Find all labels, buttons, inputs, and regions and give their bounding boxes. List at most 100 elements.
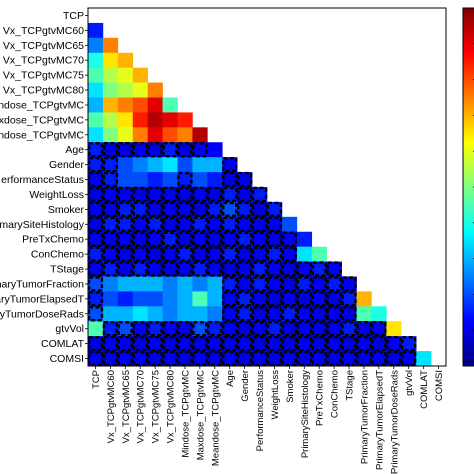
heatmap-cell [207,306,223,322]
heatmap-cell [147,157,163,173]
row-label: Vx_TCPgtvMC65 [3,40,84,52]
colorbar-segment [463,31,474,36]
colorbar-segment [463,100,474,104]
heatmap-cell [326,351,342,367]
heatmap-cell [237,336,253,352]
heatmap-cell [117,142,134,158]
colorbar-segment [463,204,474,209]
row-label: ndose_TCPgtvMC [0,99,84,111]
heatmap-cell [177,291,193,307]
heatmap-cell [102,216,119,233]
colorbar-segment [463,258,474,262]
colorbar [462,7,474,367]
colorbar-segment [463,70,474,75]
row-label: Age [65,144,84,156]
heatmap-cell [132,172,148,188]
colorbar-segment [463,324,474,328]
heatmap-cell [267,291,283,307]
heatmap-cell [88,321,104,337]
colorbar-segment [463,318,474,322]
heatmap-cell [192,172,208,188]
colorbar-segment [463,348,474,352]
heatmap-cell [192,187,208,203]
heatmap-cell [207,276,223,292]
heatmap-cell [267,351,283,367]
heatmap-cell [88,52,104,68]
heatmap-cell [281,336,298,352]
heatmap-cell [192,321,208,337]
heatmap-cell [102,157,119,173]
heatmap-cell [147,112,163,128]
colorbar-segment [463,300,474,304]
heatmap-cell [147,142,163,158]
colorbar-segment [463,225,474,230]
heatmap-cell [192,351,208,367]
colorbar-segment [463,58,474,63]
heatmap-cell [267,306,283,322]
colorbar-segment [463,91,474,95]
heatmap-cell [147,82,163,98]
heatmap-cell [356,306,372,322]
row-label: marySiteHistology [0,219,85,231]
colorbar-segment [463,273,474,277]
heatmap-cell [192,231,208,247]
heatmap-cell [162,127,178,143]
plot-frame [87,7,447,367]
heatmap-cell [222,216,238,233]
heatmap-cell [326,261,342,277]
colorbar-segment [463,330,474,334]
heatmap-cell [177,112,193,128]
heatmap-cell [341,306,357,322]
column-label: PrimaryTumorDoseRads [389,370,400,474]
heatmap-cell [341,276,357,292]
colorbar-segment [463,189,474,194]
heatmap-cell [207,142,223,158]
heatmap-cell [162,142,178,158]
heatmap-cell [177,351,193,367]
colorbar-segment [463,363,474,367]
heatmap-cell [296,276,313,292]
heatmap-cell [177,261,193,277]
row-label: COMLAT [41,338,85,350]
heatmap-cell [88,127,104,143]
heatmap-cell [177,306,193,322]
heatmap-cell [222,157,238,173]
row-label: PreTxChemo [22,234,84,246]
heatmap-cell [326,336,342,352]
colorbar-segment [463,175,474,179]
colorbar-segment [463,112,474,116]
colorbar-segment [463,40,474,45]
colorbar-segment [463,52,474,57]
heatmap-cell [162,351,178,367]
heatmap-cell [102,306,119,322]
colorbar-segment [463,297,474,301]
heatmap-cell [117,97,134,113]
heatmap-cell [222,261,238,277]
heatmap-cell [132,112,148,128]
heatmap-cell [311,351,327,367]
heatmap-cell [192,291,208,307]
row-label: Gender [49,159,85,171]
colorbar-segment [463,127,474,131]
colorbar-segment [463,237,474,242]
heatmap-cell [222,306,238,322]
heatmap-cell [102,231,119,247]
colorbar-segment [463,10,474,15]
heatmap-cell [177,321,193,337]
heatmap-cell [222,187,238,203]
heatmap-cell [102,261,119,277]
heatmap-cell [102,246,119,262]
colorbar-segment [463,333,474,337]
heatmap-cell [267,216,283,233]
heatmap-cell [88,276,104,292]
heatmap-cell [252,216,268,233]
heatmap-cell [311,321,327,337]
colorbar-segment [463,148,474,152]
heatmap-cell [237,291,253,307]
column-label: ConChemo [330,370,341,418]
heatmap-cell [207,172,223,188]
heatmap-cell [371,336,387,352]
heatmap-cell [267,231,283,247]
heatmap-cell [177,172,193,188]
heatmap-cell [88,112,104,128]
